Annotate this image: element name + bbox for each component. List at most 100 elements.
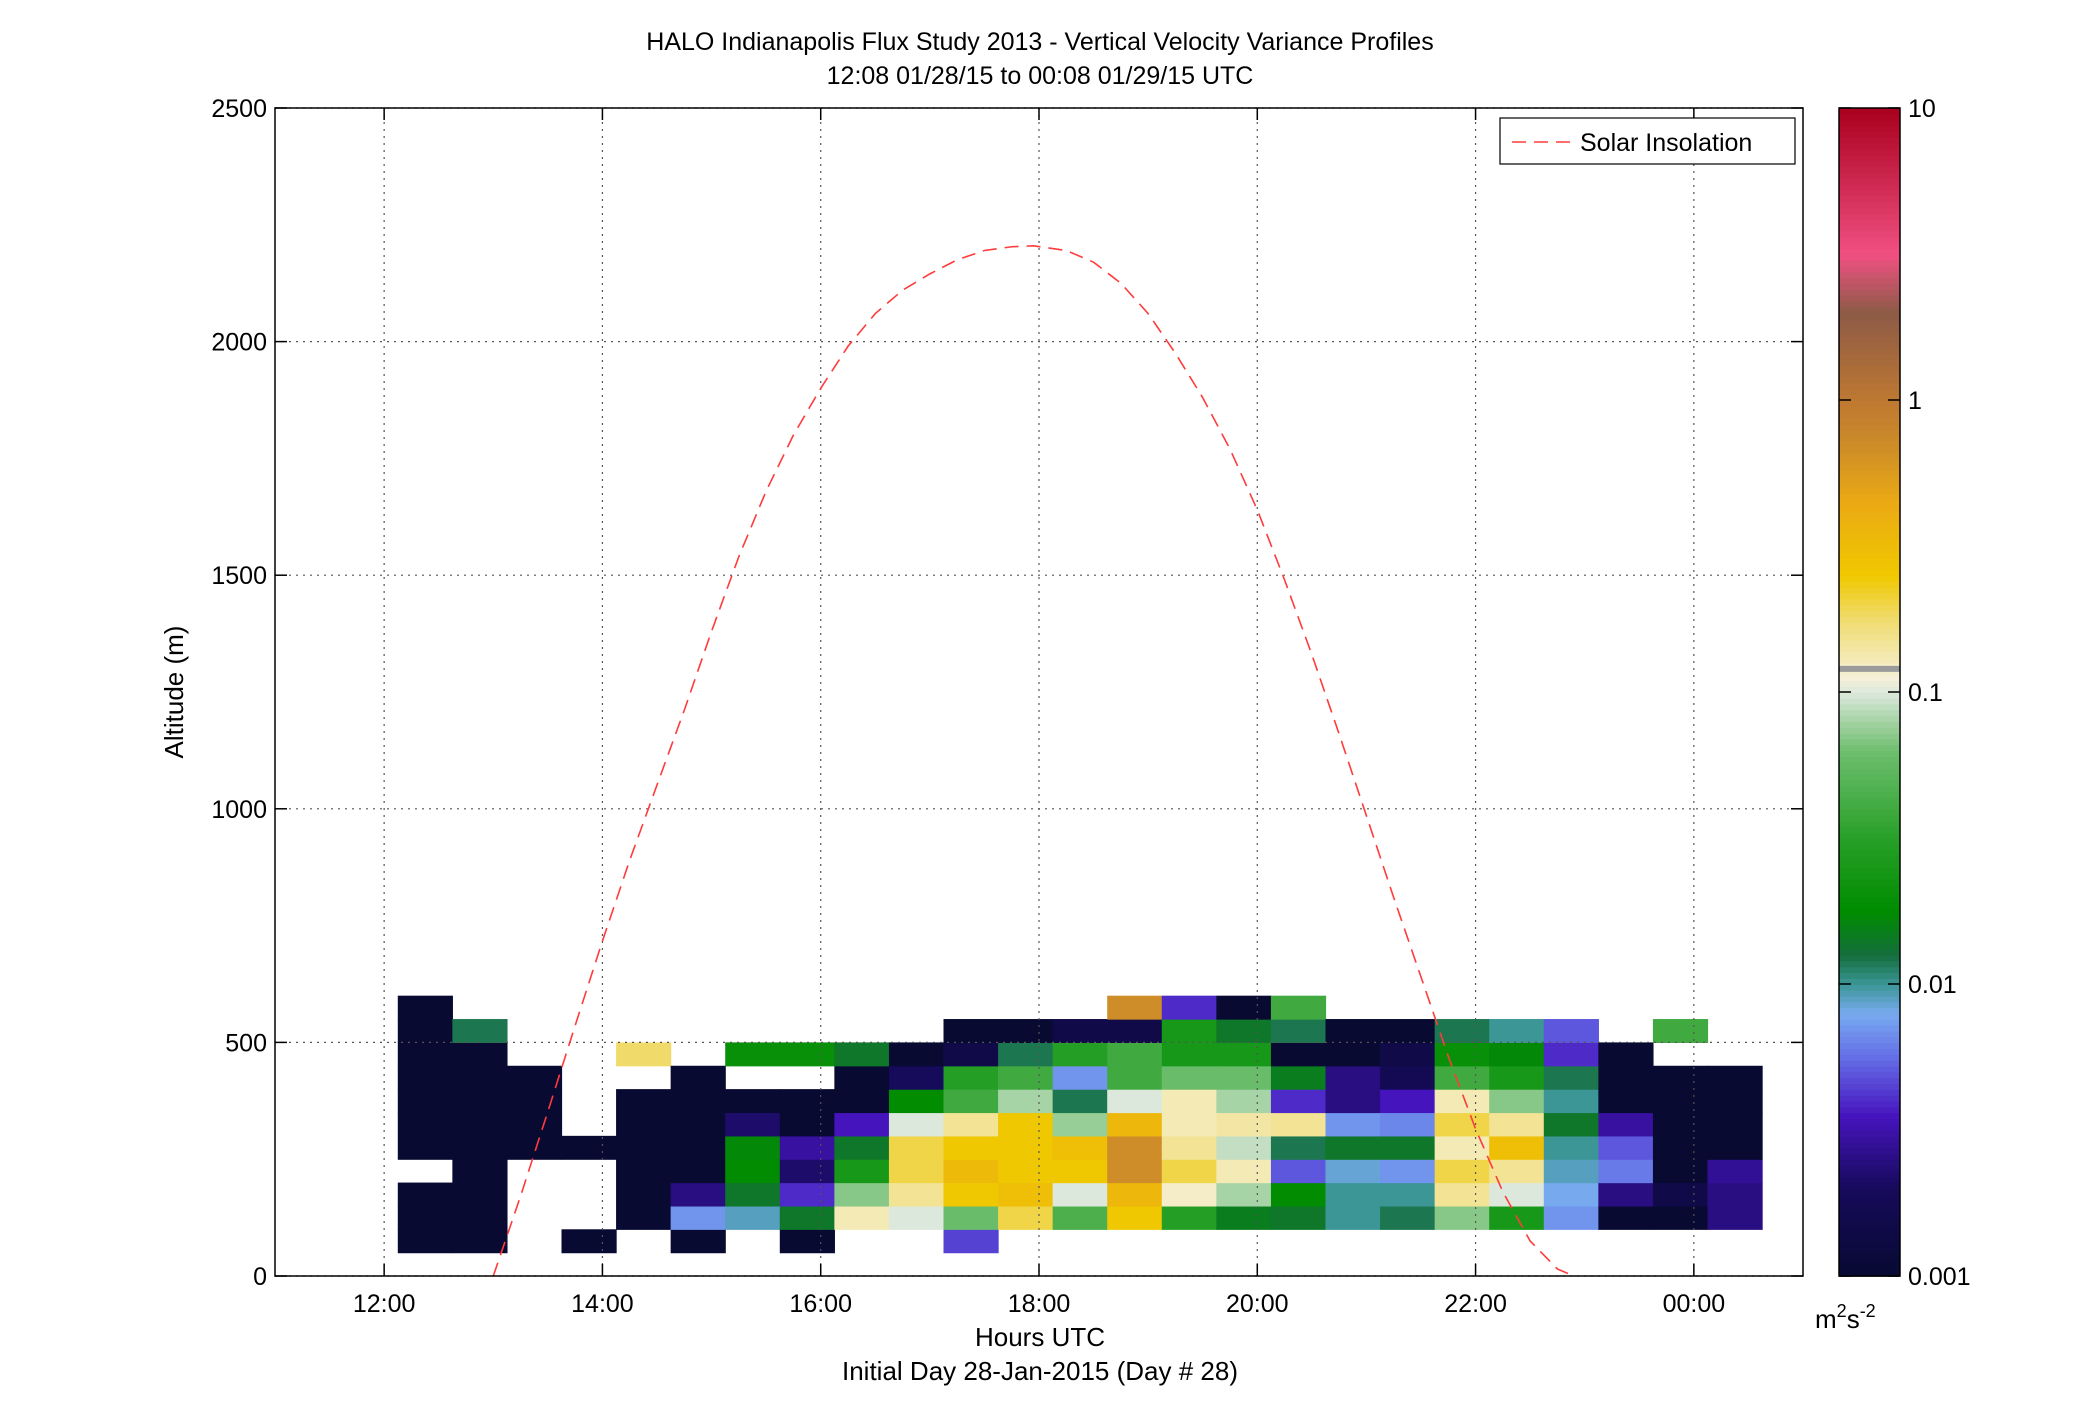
heatmap-cell [452,1135,508,1160]
colorbar-segment [1839,773,1900,781]
colorbar-segment [1839,213,1900,220]
heatmap-cell [616,1159,672,1184]
colorbar-segment [1839,902,1900,909]
colorbar-segment [1839,1019,1900,1026]
heatmap-cell [1543,1205,1599,1230]
colorbar-segment [1839,592,1900,600]
colorbar-segment [1839,692,1900,699]
colorbar-segment [1839,1200,1900,1207]
y-tick-label: 0 [253,1263,267,1291]
colorbar-segment [1839,534,1900,541]
solar-insolation-line [492,245,1575,1277]
colorbar-segment [1839,674,1900,682]
colorbar-segment [1839,1106,1900,1114]
colorbar-segment [1839,329,1900,337]
heatmap-cell [1270,1042,1327,1067]
heatmap-cell [1380,1205,1436,1230]
colorbar-segment [1839,604,1900,612]
heatmap-cell [834,1089,890,1114]
heatmap-cell [779,1182,835,1207]
colorbar-tick-label: 0.01 [1908,971,1957,999]
colorbar-segment [1839,931,1900,939]
colorbar-segment [1839,913,1900,921]
colorbar-segment [1839,125,1900,133]
colorbar-segment [1839,948,1900,956]
x-axis-ticks: 12:00 14:00 16:00 18:00 20:00 22:00 00:00 [353,108,1725,1318]
heatmap-cell [670,1112,726,1137]
heatmap-cell [1380,1112,1436,1137]
x-axis-label: Hours UTC [975,1322,1105,1352]
colorbar-ticks: 0.001 0.01 0.1 1 10 [1839,95,1971,1291]
heatmap-cell [1434,1112,1490,1137]
heatmap-cell [1380,1135,1436,1160]
heatmap-cell [506,1089,563,1114]
colorbar-tick-label: 0.1 [1908,679,1943,707]
y-tick-label: 500 [225,1029,267,1057]
y-axis-ticks: 0 500 1000 1500 2000 2500 [211,95,1803,1291]
heatmap-cell [1325,1089,1381,1114]
colorbar-segment [1839,610,1900,617]
heatmap-cell [725,1112,781,1137]
colorbar-segment [1839,1240,1900,1248]
heatmap-cell [1543,1042,1599,1067]
heatmap-cell [1216,1089,1272,1114]
colorbar-segment [1839,557,1900,565]
heatmap-cell [725,1089,781,1114]
heatmap-cell [1652,1112,1709,1137]
colorbar-segment [1839,347,1900,355]
colorbar-segment [1839,172,1900,179]
heatmap-cell [1270,1205,1327,1230]
heatmap-cell [670,1065,726,1090]
heatmap-cell [1216,1159,1272,1184]
y-tick-label: 1000 [211,796,267,824]
heatmap-cell [779,1042,835,1067]
heatmap-cell [397,1182,453,1207]
colorbar-segment [1839,341,1900,349]
heatmap-cell [1270,1159,1327,1184]
heatmap-cell [1598,1065,1654,1090]
heatmap-cell [1325,1159,1381,1184]
colorbar-segment [1839,919,1900,927]
heatmap-cell [1434,1159,1490,1184]
colorbar-segment [1839,370,1900,378]
colorbar-segment [1839,189,1900,197]
heatmap-cell [1380,1019,1436,1043]
heatmap-cell [1434,1205,1490,1230]
colorbar-segment [1839,721,1900,728]
colorbar-segment [1839,873,1900,880]
colorbar-segment [1839,808,1900,816]
colorbar-segment [1839,178,1900,185]
heatmap-cell [1107,995,1163,1020]
colorbar-segment [1839,1182,1900,1190]
colorbar-segment [1839,937,1900,944]
heatmap-cell [888,1112,945,1137]
legend-box [1499,117,1796,165]
heatmap-cell [1598,1135,1654,1160]
colorbar-segment [1839,1024,1900,1032]
colorbar-segment [1839,1089,1900,1096]
colorbar-segment [1839,183,1900,191]
colorbar-segment [1839,119,1900,127]
colorbar-segment [1839,686,1900,693]
heatmap-cell [834,1065,890,1090]
heatmap-cell [834,1042,890,1067]
colorbar-segment [1839,335,1900,343]
colorbar-segment [1839,1036,1900,1044]
colorbar-segment [1839,867,1900,874]
heatmap-cell [1598,1089,1654,1114]
heatmap-cell [1270,1019,1327,1043]
heatmap-cell [1161,1112,1217,1137]
heatmap-cell [943,1112,999,1137]
colorbar-segment [1839,908,1900,915]
colorbar-segment [1839,137,1900,144]
heatmap-cell [1598,1042,1654,1067]
colorbar-segment [1839,569,1900,576]
heatmap-cell [452,1112,508,1137]
colorbar-segment [1839,1042,1900,1050]
colorbar-segment [1839,581,1900,588]
colorbar-segment [1839,505,1900,512]
heatmap-cell [1161,1205,1217,1230]
colorbar-segment [1839,680,1900,687]
colorbar-segment [1839,1001,1900,1009]
colorbar-segment [1839,546,1900,553]
